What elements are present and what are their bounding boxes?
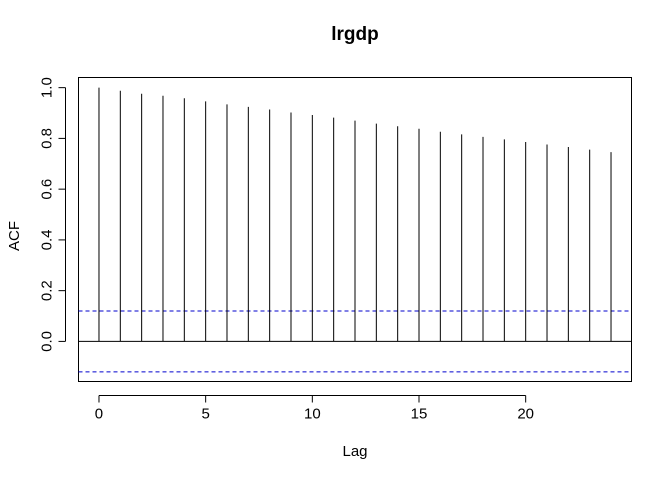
y-tick-label: 0.2 [39, 280, 56, 301]
x-tick-label: 10 [304, 406, 321, 423]
y-tick-label: 1.0 [39, 77, 56, 98]
x-tick-label: 0 [95, 406, 103, 423]
y-tick-label: 0.0 [39, 331, 56, 352]
x-tick-label: 5 [201, 406, 209, 423]
x-tick-label: 15 [411, 406, 428, 423]
x-axis-label: Lag [342, 443, 367, 460]
x-axis: 0 5 10 15 20 [95, 395, 534, 423]
y-tick-label: 0.4 [39, 229, 56, 250]
plot-frame [78, 77, 632, 382]
y-axis: 0.0 0.2 0.4 0.6 0.8 1.0 [39, 77, 66, 352]
y-tick-label: 0.6 [39, 179, 56, 200]
y-axis-label: ACF [6, 221, 23, 251]
plot-marks [78, 87, 632, 373]
chart-title: lrgdp [331, 24, 379, 45]
x-tick-label: 20 [517, 406, 534, 423]
y-tick-label: 0.8 [39, 128, 56, 149]
